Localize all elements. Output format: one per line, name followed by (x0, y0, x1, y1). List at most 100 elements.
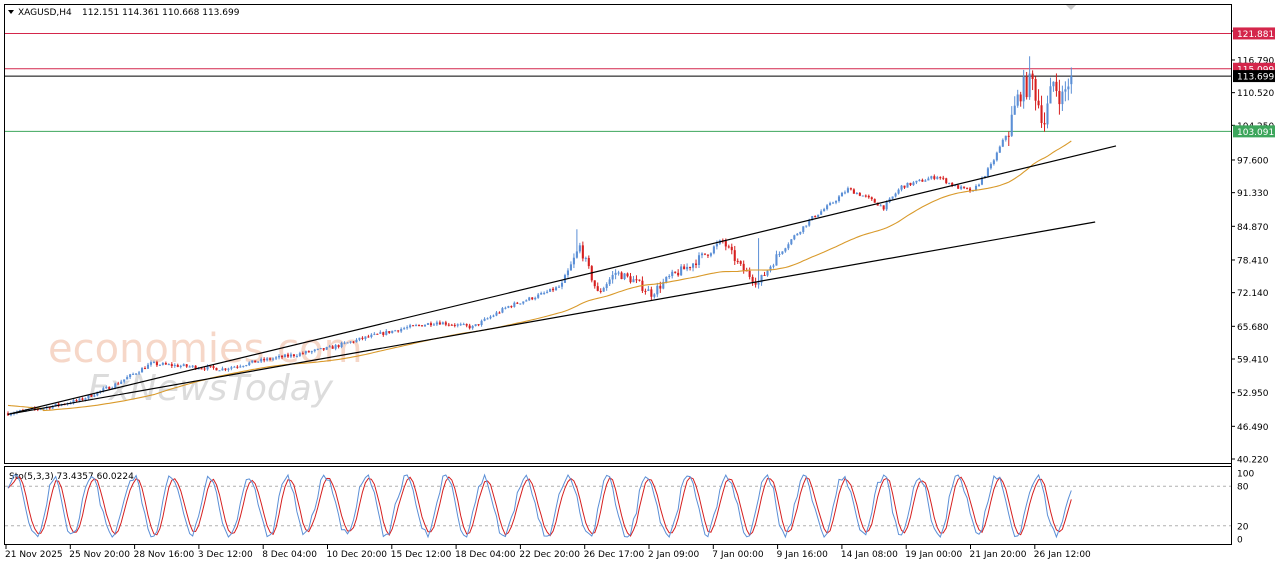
time-tick-label: 26 Jan 12:00 (1034, 550, 1091, 560)
candle (706, 254, 709, 258)
price-tick-label: 46.490 (1237, 423, 1269, 433)
osc-tick-label: 80 (1237, 483, 1249, 493)
scroll-marker-icon[interactable] (1066, 5, 1076, 10)
candle (587, 255, 590, 269)
candle (531, 297, 534, 301)
candle (334, 343, 337, 351)
candle (233, 365, 236, 368)
candle (510, 305, 513, 309)
candle (635, 275, 638, 284)
candle (406, 325, 409, 330)
candle (283, 353, 287, 358)
candle (331, 345, 334, 349)
candle (117, 381, 120, 385)
candle (891, 196, 894, 200)
candle (712, 245, 715, 255)
candle (799, 231, 802, 236)
candle (370, 333, 373, 339)
candle (1058, 79, 1061, 115)
candle (126, 375, 129, 380)
candle (403, 326, 406, 330)
trendline[interactable] (7, 145, 1117, 415)
osc-tick-label: 0 (1237, 536, 1243, 546)
candle (304, 350, 307, 355)
candle (1016, 89, 1019, 108)
candle (906, 182, 909, 188)
candle (1061, 85, 1064, 112)
candle (1046, 95, 1049, 129)
candle (653, 293, 656, 299)
candle (412, 324, 415, 327)
time-tick-label: 8 Dec 04:00 (262, 550, 317, 560)
candle (593, 280, 596, 289)
candle (221, 366, 224, 371)
candle (709, 252, 712, 258)
candle (686, 263, 689, 272)
candle (471, 325, 474, 330)
candle (620, 271, 623, 280)
candle (343, 341, 346, 345)
candle (528, 296, 531, 301)
candle (930, 175, 933, 180)
candle (108, 386, 111, 390)
candle (254, 360, 257, 363)
candle (260, 357, 263, 364)
candle (793, 234, 796, 241)
candle (420, 325, 424, 327)
candle (614, 269, 617, 280)
candle (379, 330, 382, 334)
candle (152, 360, 155, 364)
candle (802, 226, 805, 234)
candle (236, 365, 239, 369)
candle (837, 195, 841, 203)
candle (310, 350, 313, 355)
candle (93, 393, 96, 398)
candle (1049, 77, 1052, 104)
oscillator-label: Sto(5,3,3) 73.4357 60.0224 (9, 472, 134, 482)
candle (1025, 71, 1028, 100)
candle (185, 364, 188, 368)
candle (602, 286, 605, 292)
oscillator-pane-frame (4, 466, 1232, 545)
price-tick-label: 78.410 (1237, 256, 1269, 266)
price-tick-label: 91.330 (1237, 189, 1269, 199)
candle (861, 195, 864, 197)
candle (569, 261, 572, 271)
candle (328, 344, 331, 348)
candle (1064, 81, 1067, 102)
oscillator-axis-ticks: 100 80 20 0 (1237, 470, 1254, 546)
candle (391, 330, 394, 334)
candle (444, 320, 447, 327)
candle (146, 362, 150, 369)
candle (459, 322, 462, 326)
trendline[interactable] (7, 221, 1096, 415)
candle (519, 303, 522, 305)
time-tick-label: 22 Dec 20:00 (519, 550, 580, 560)
svg-text:113.699: 113.699 (1237, 73, 1274, 83)
candle (280, 354, 284, 360)
candle (641, 276, 644, 293)
chart-menu-triangle-icon[interactable] (8, 10, 14, 14)
candle (140, 367, 144, 373)
candle (167, 363, 170, 366)
svg-text:103.091: 103.091 (1237, 128, 1274, 138)
candle (820, 209, 823, 215)
osc-tick-label: 20 (1237, 522, 1249, 532)
candle (543, 291, 546, 295)
candle (275, 356, 278, 361)
candle (692, 262, 695, 272)
candle (257, 361, 260, 363)
candle (849, 187, 852, 191)
candle (590, 265, 593, 283)
candle (790, 238, 793, 246)
price-axis (1232, 4, 1279, 546)
stoch-d-line (7, 476, 1072, 537)
candle (138, 370, 141, 375)
candle (173, 363, 176, 368)
candle (870, 196, 873, 201)
candle (251, 360, 254, 364)
price-tick-label: 84.870 (1237, 223, 1269, 233)
candle (483, 317, 486, 322)
candle (349, 341, 352, 344)
